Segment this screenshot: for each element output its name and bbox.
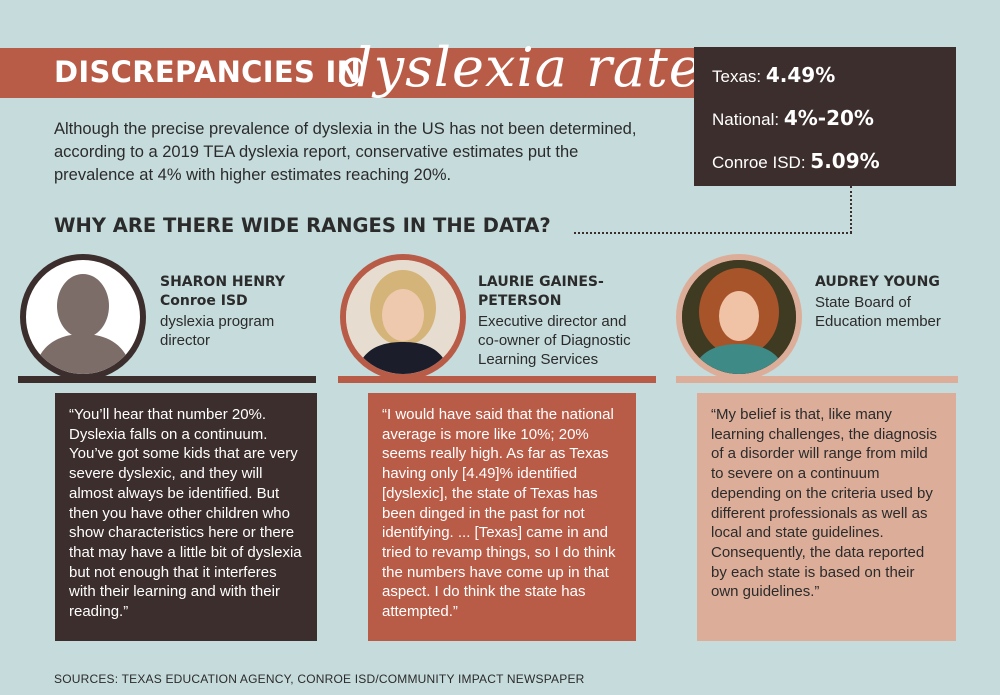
- stat-texas: Texas: 4.49%: [712, 63, 835, 87]
- stat-label: Conroe ISD:: [712, 153, 806, 172]
- portrait-icon: [682, 260, 796, 374]
- dotted-connector-vertical: [850, 186, 852, 233]
- quote-box: “I would have said that the national ave…: [368, 393, 636, 641]
- stat-label: Texas:: [712, 67, 762, 86]
- stat-value: 5.09%: [810, 149, 880, 173]
- person-underline: [18, 376, 316, 383]
- title-banner: [0, 48, 700, 98]
- section-heading: WHY ARE THERE WIDE RANGES IN THE DATA?: [54, 214, 551, 237]
- person-underline: [338, 376, 656, 383]
- person-silhouette-icon: [34, 274, 132, 374]
- title-script-text: dyslexia rates: [338, 36, 731, 99]
- avatar-placeholder: [20, 254, 146, 380]
- avatar-photo: [340, 254, 466, 380]
- stat-value: 4%-20%: [783, 106, 874, 130]
- stat-conroe: Conroe ISD: 5.09%: [712, 149, 880, 173]
- person-role: dyslexia program director: [160, 313, 275, 349]
- intro-paragraph: Although the precise prevalence of dysle…: [54, 120, 637, 184]
- portrait-icon: [346, 260, 460, 374]
- avatar-photo: [676, 254, 802, 380]
- person-name: SHARON HENRY Conroe ISD: [160, 274, 286, 309]
- title-bold-text: DISCREPANCIES IN: [54, 55, 362, 89]
- stat-value: 4.49%: [765, 63, 836, 87]
- stat-national: National: 4%-20%: [712, 106, 874, 130]
- quote-box: “You’ll hear that number 20%. Dyslexia f…: [55, 393, 317, 641]
- stat-label: National:: [712, 110, 780, 129]
- person-role: State Board of Education member: [815, 294, 941, 330]
- person-name: AUDREY YOUNG: [815, 274, 940, 290]
- dotted-connector-horizontal: [574, 232, 852, 234]
- sources-credit: SOURCES: TEXAS EDUCATION AGENCY, CONROE …: [54, 672, 585, 686]
- person-underline: [676, 376, 958, 383]
- stats-box: Texas: 4.49% National: 4%-20% Conroe ISD…: [694, 47, 956, 186]
- person-role: Executive director and co-owner of Diagn…: [478, 313, 631, 368]
- person-name: LAURIE GAINES- PETERSON: [478, 274, 604, 309]
- quote-box: “My belief is that, like many learning c…: [697, 393, 956, 641]
